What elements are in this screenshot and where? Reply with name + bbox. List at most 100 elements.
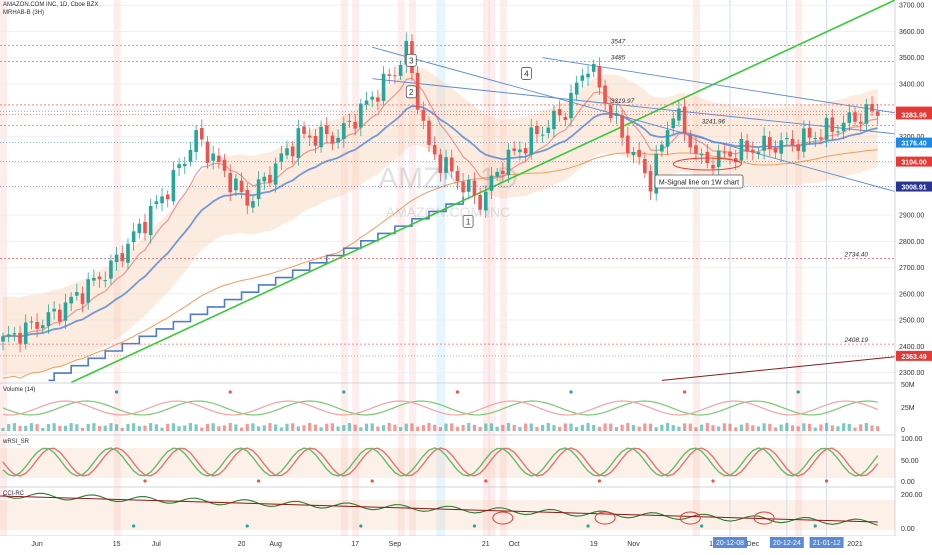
candle-body [262, 176, 267, 182]
candle [234, 174, 238, 197]
candle-body [722, 152, 727, 154]
candle [591, 59, 596, 77]
candle [114, 247, 119, 271]
candle-body [86, 279, 90, 303]
volume-bar [825, 423, 829, 431]
candle-body [109, 260, 113, 279]
candle [631, 147, 636, 164]
volume-bar [592, 424, 596, 431]
volume-bar [631, 425, 636, 431]
volume-bar [285, 423, 289, 431]
level-label: 3485 [611, 55, 626, 62]
signal-dot [359, 524, 363, 528]
candle [290, 141, 295, 165]
candle-body [205, 141, 210, 163]
candle [597, 57, 602, 95]
candle-body [597, 66, 602, 88]
volume-bar [24, 425, 28, 431]
candle-body [773, 147, 778, 153]
candle [52, 301, 56, 320]
candle [455, 165, 460, 190]
candle [137, 218, 142, 239]
candle [69, 292, 73, 312]
candle [762, 127, 766, 160]
x-tick-label: 15 [113, 541, 121, 548]
signal-dot [813, 524, 817, 528]
candle [131, 222, 136, 251]
m-signal-circle [672, 157, 742, 171]
candle [194, 125, 198, 161]
volume-bar [654, 427, 658, 431]
volume-bar [802, 423, 806, 431]
volume-bar [620, 424, 624, 431]
candle [1, 332, 5, 351]
volume-axis-label: 50M [901, 382, 915, 389]
candle [779, 132, 783, 163]
candle-body [802, 128, 806, 152]
candle [637, 141, 641, 165]
volume-bar [12, 423, 16, 431]
candle-body [268, 174, 272, 183]
volume-bar [762, 423, 766, 431]
volume-bar [467, 423, 471, 431]
candle [466, 174, 471, 199]
y-tick-label: 3600.00 [899, 29, 924, 36]
candle [302, 121, 306, 139]
candle [103, 271, 108, 288]
y-tick-label: 3700.00 [899, 3, 924, 10]
volume-bar [137, 426, 141, 431]
date-badge [809, 537, 844, 548]
volume-bar [410, 423, 414, 431]
volume-bar [495, 426, 499, 431]
candle [217, 148, 221, 169]
candle-body [699, 153, 704, 156]
volume-bar [575, 426, 579, 431]
candle [506, 143, 511, 184]
y-tick-label: 3200.00 [899, 134, 924, 141]
volume-bar [296, 426, 300, 431]
candle [569, 84, 573, 127]
obv-band [0, 500, 895, 530]
date-badge-label: 20-12-24 [773, 540, 801, 547]
volume-bar [677, 426, 681, 431]
candle-body [694, 145, 698, 154]
signal-column [795, 0, 803, 550]
volume-bar [603, 423, 607, 431]
candle [97, 272, 102, 288]
volume-bar [563, 423, 567, 431]
candle [222, 153, 227, 177]
volume-bar [75, 424, 79, 431]
candle [92, 269, 96, 286]
volume-bar [836, 426, 840, 431]
candle-body [506, 149, 511, 176]
signal-dot [257, 479, 261, 483]
volume-bar [637, 426, 641, 431]
candle [285, 140, 289, 160]
candle [802, 120, 806, 158]
candle-body [461, 181, 465, 193]
candle-body [29, 321, 34, 323]
candle [228, 164, 232, 201]
candle [614, 105, 619, 124]
volume-bar [279, 427, 283, 431]
signal-column [488, 0, 496, 550]
signal-dot [700, 524, 704, 528]
candle [478, 187, 482, 215]
candle-body [620, 115, 624, 138]
candle-body [779, 140, 783, 154]
volume-bar [217, 426, 221, 431]
volume-bar [728, 423, 732, 431]
candle [836, 125, 840, 137]
wave-label: 3 [409, 56, 414, 65]
candle [324, 116, 329, 143]
candle [35, 313, 39, 338]
x-tick-label: Sep [389, 541, 402, 548]
volume-bar [739, 424, 743, 431]
candle [182, 156, 187, 174]
volume-pane-title: Volume (14) [3, 387, 35, 393]
candle-body [807, 127, 812, 138]
candle [154, 194, 159, 209]
candle [177, 157, 181, 177]
candle-body [273, 163, 278, 185]
